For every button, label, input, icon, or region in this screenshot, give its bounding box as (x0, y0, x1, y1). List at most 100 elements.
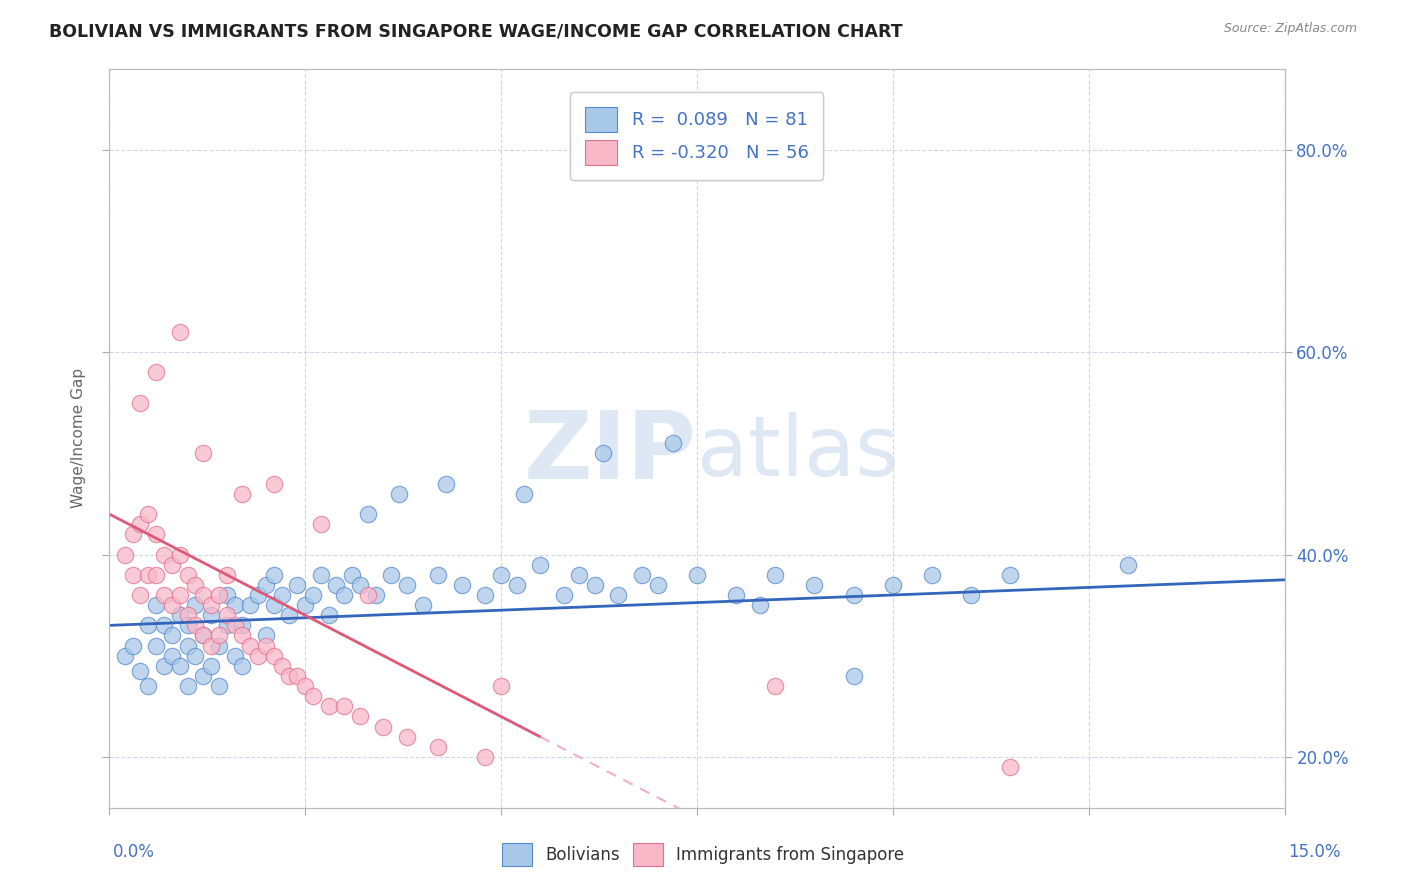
Point (309, 517, 332, 532)
Point (200, 608, 222, 623)
Point (960, 588, 983, 602)
Point (263, 567, 285, 582)
Point (427, 739, 450, 754)
Point (333, 588, 356, 602)
Point (215, 618, 238, 632)
Point (184, 578, 207, 592)
Point (247, 588, 270, 602)
Point (427, 567, 450, 582)
Point (184, 648, 207, 663)
Point (395, 730, 418, 744)
Point (763, 679, 786, 693)
Point (294, 598, 316, 612)
Point (254, 628, 277, 642)
Text: BOLIVIAN VS IMMIGRANTS FROM SINGAPORE WAGE/INCOME GAP CORRELATION CHART: BOLIVIAN VS IMMIGRANTS FROM SINGAPORE WA… (49, 22, 903, 40)
Point (145, 365, 167, 379)
Point (193, 628, 215, 642)
Point (160, 558, 183, 572)
Point (724, 588, 747, 602)
Point (318, 608, 340, 623)
Point (842, 588, 865, 602)
Point (208, 639, 231, 653)
Point (200, 639, 222, 653)
Point (349, 578, 371, 592)
Point (803, 578, 825, 592)
Point (215, 567, 238, 582)
Point (412, 598, 434, 612)
Point (231, 628, 253, 642)
Point (380, 567, 402, 582)
Point (224, 618, 246, 632)
Point (302, 588, 325, 602)
Point (450, 578, 472, 592)
Point (373, 720, 395, 734)
Point (270, 658, 292, 673)
Point (568, 567, 591, 582)
Text: ZIP: ZIP (524, 407, 697, 499)
Point (842, 669, 865, 683)
Point (489, 567, 512, 582)
Point (193, 446, 215, 460)
Point (176, 608, 198, 623)
Point (215, 608, 238, 623)
Point (121, 527, 143, 541)
Point (169, 588, 191, 602)
Point (607, 588, 630, 602)
Point (263, 598, 285, 612)
Point (231, 618, 253, 632)
Point (208, 628, 231, 642)
Point (302, 690, 325, 704)
Point (263, 648, 285, 663)
Point (184, 618, 207, 632)
Point (278, 608, 301, 623)
Point (686, 567, 709, 582)
Point (239, 598, 262, 612)
Text: 15.0%: 15.0% (1288, 843, 1341, 861)
Point (340, 567, 363, 582)
Point (592, 446, 614, 460)
Point (129, 395, 152, 409)
Point (882, 578, 904, 592)
Point (325, 578, 347, 592)
Point (114, 548, 136, 562)
Point (176, 567, 198, 582)
Point (357, 507, 380, 521)
Point (489, 679, 512, 693)
Point (129, 517, 152, 532)
Point (231, 487, 253, 501)
Point (200, 598, 222, 612)
Point (145, 598, 167, 612)
Point (215, 588, 238, 602)
Point (263, 476, 285, 491)
Point (121, 639, 143, 653)
Point (129, 664, 152, 678)
Point (129, 588, 152, 602)
Point (1000, 760, 1022, 774)
Point (631, 567, 654, 582)
Point (388, 487, 411, 501)
Point (160, 598, 183, 612)
Point (193, 588, 215, 602)
Point (505, 578, 527, 592)
Point (138, 679, 160, 693)
Point (529, 558, 551, 572)
Point (357, 588, 380, 602)
Point (176, 639, 198, 653)
Point (193, 669, 215, 683)
Point (285, 669, 308, 683)
Point (145, 527, 167, 541)
Point (145, 567, 167, 582)
Text: Source: ZipAtlas.com: Source: ZipAtlas.com (1223, 22, 1357, 36)
Point (169, 658, 191, 673)
Legend: Bolivians, Immigrants from Singapore: Bolivians, Immigrants from Singapore (495, 836, 911, 873)
Point (224, 598, 246, 612)
Point (208, 588, 231, 602)
Point (208, 679, 231, 693)
Point (193, 628, 215, 642)
Point (474, 588, 496, 602)
Point (513, 487, 536, 501)
Point (200, 658, 222, 673)
Point (160, 628, 183, 642)
Point (169, 608, 191, 623)
Point (169, 548, 191, 562)
